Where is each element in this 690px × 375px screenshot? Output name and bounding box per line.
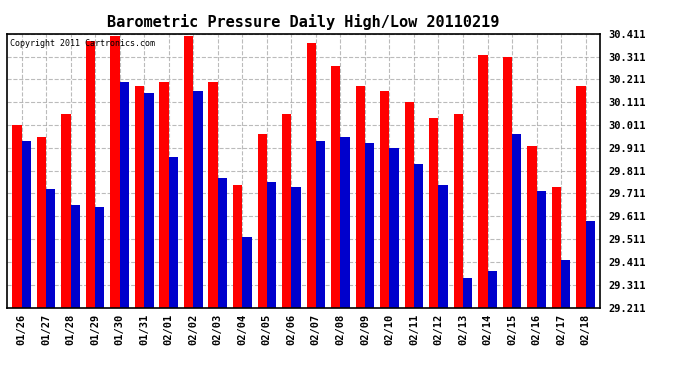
Bar <box>257 134 267 308</box>
Bar <box>463 278 472 308</box>
Bar <box>95 207 104 308</box>
Bar <box>184 36 193 308</box>
Bar <box>159 82 169 308</box>
Bar <box>267 182 276 308</box>
Bar <box>21 141 31 308</box>
Bar <box>233 184 242 308</box>
Bar <box>365 144 374 308</box>
Bar <box>135 87 144 308</box>
Bar <box>12 125 21 308</box>
Bar <box>414 164 423 308</box>
Bar <box>86 41 95 308</box>
Bar <box>242 237 252 308</box>
Title: Barometric Pressure Daily High/Low 20110219: Barometric Pressure Daily High/Low 20110… <box>108 14 500 30</box>
Bar <box>380 91 389 308</box>
Bar <box>586 221 595 308</box>
Bar <box>561 260 571 308</box>
Bar <box>429 118 438 308</box>
Bar <box>218 178 227 308</box>
Bar <box>389 148 399 308</box>
Bar <box>169 157 178 308</box>
Bar <box>291 187 301 308</box>
Bar <box>537 191 546 308</box>
Bar <box>552 187 561 308</box>
Text: Copyright 2011 Cartronics.com: Copyright 2011 Cartronics.com <box>10 39 155 48</box>
Bar <box>208 82 218 308</box>
Bar <box>282 114 291 308</box>
Bar <box>70 205 80 308</box>
Bar <box>61 114 70 308</box>
Bar <box>453 114 463 308</box>
Bar <box>110 36 119 308</box>
Bar <box>193 91 203 308</box>
Bar <box>527 146 537 308</box>
Bar <box>306 43 316 308</box>
Bar <box>488 271 497 308</box>
Bar <box>119 82 129 308</box>
Bar <box>46 189 55 308</box>
Bar <box>438 184 448 308</box>
Bar <box>331 66 340 308</box>
Bar <box>404 102 414 308</box>
Bar <box>144 93 154 308</box>
Bar <box>576 87 586 308</box>
Bar <box>503 57 512 308</box>
Bar <box>316 141 325 308</box>
Bar <box>512 134 522 308</box>
Bar <box>355 87 365 308</box>
Bar <box>340 136 350 308</box>
Bar <box>37 136 46 308</box>
Bar <box>478 54 488 307</box>
